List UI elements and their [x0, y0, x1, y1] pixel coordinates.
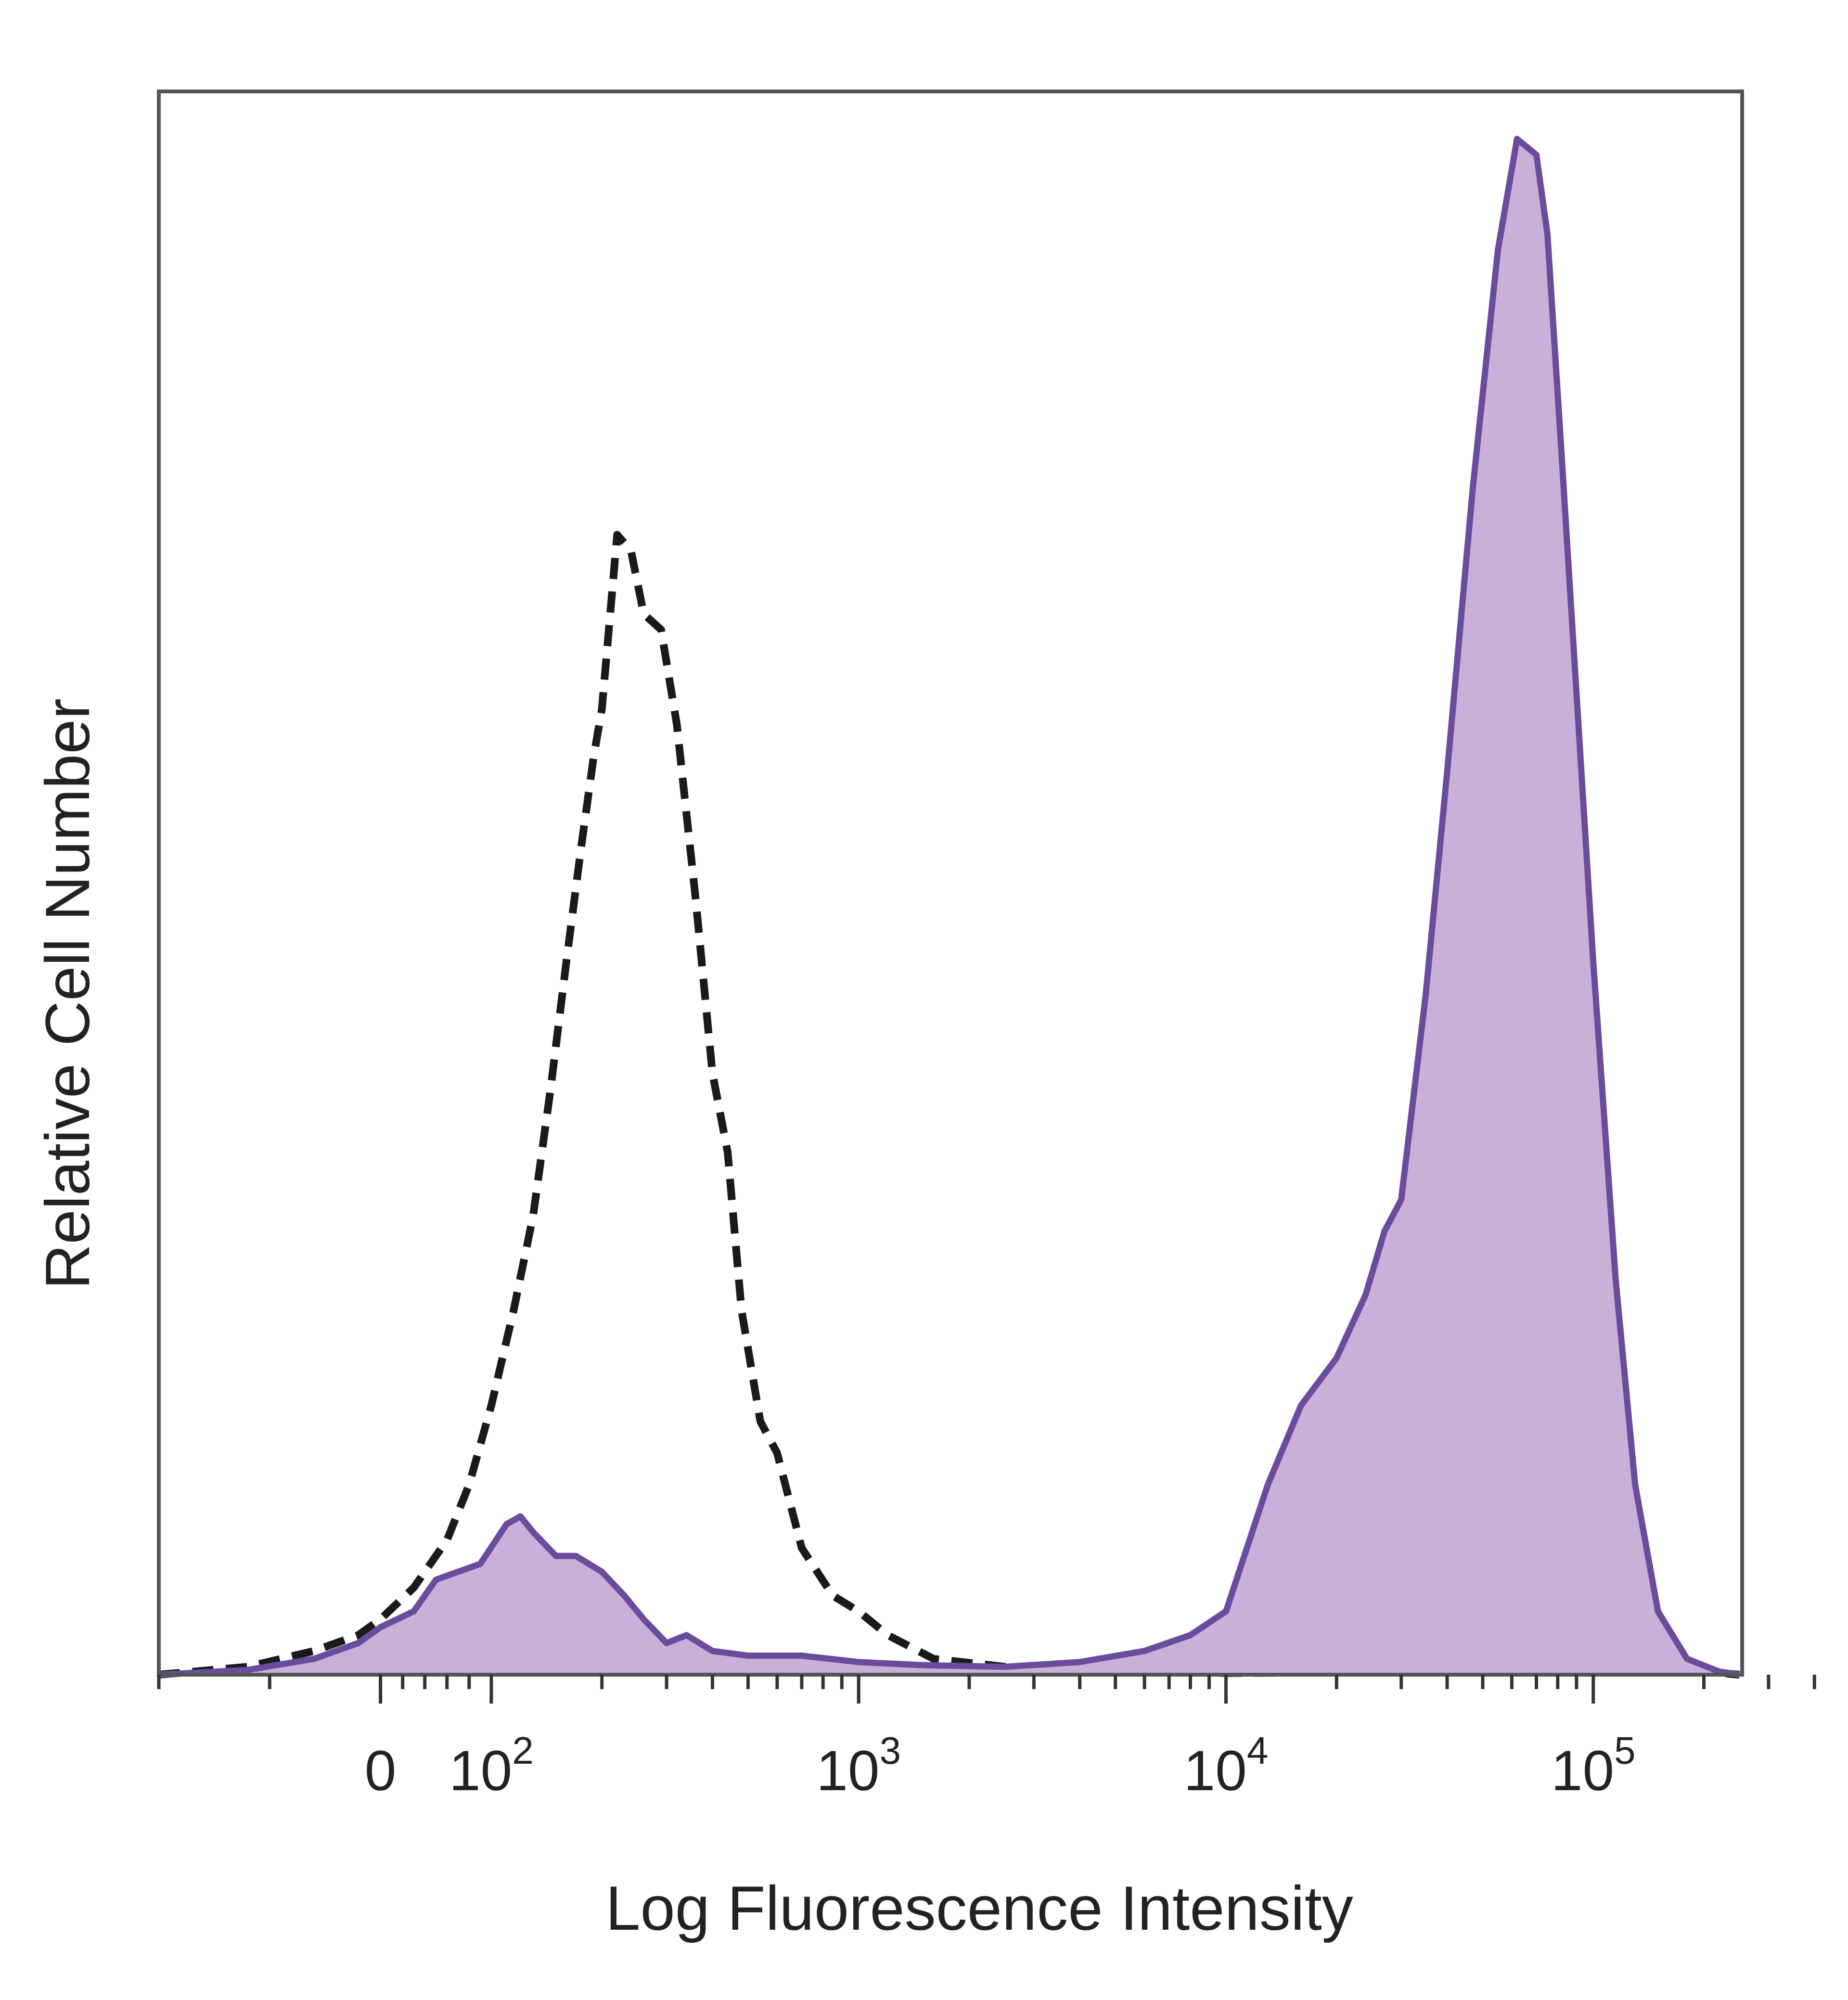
x-tick-label-exponent: 5	[1614, 1729, 1636, 1772]
x-tick-label-base: 10	[816, 1739, 879, 1803]
x-tick-label: 0	[365, 1739, 397, 1803]
y-axis-label: Relative Cell Number	[32, 698, 103, 1289]
series-layer	[158, 136, 1740, 1679]
x-tick-label-base: 10	[1551, 1739, 1614, 1803]
series-2-area	[159, 139, 1740, 1675]
series-1-line	[158, 531, 1740, 1679]
x-tick-label-base: 10	[1184, 1739, 1247, 1803]
x-tick-label: 102	[449, 1729, 534, 1803]
plot-frame	[157, 90, 1744, 1677]
x-tick-label: 103	[816, 1729, 901, 1803]
x-ticks: 0 102 103 104 105	[157, 1675, 1816, 1803]
x-tick-label-exponent: 3	[880, 1729, 901, 1772]
x-tick-label: 105	[1551, 1729, 1636, 1803]
x-tick-label-base: 0	[365, 1739, 397, 1803]
x-tick-label-base: 10	[449, 1739, 512, 1803]
series-2-line	[158, 136, 1740, 1678]
x-axis-label: Log Fluorescence Intensity	[605, 1873, 1353, 1943]
x-tick-label-exponent: 4	[1247, 1729, 1269, 1772]
x-tick-label: 104	[1184, 1729, 1269, 1803]
x-tick-label-exponent: 2	[512, 1729, 534, 1772]
